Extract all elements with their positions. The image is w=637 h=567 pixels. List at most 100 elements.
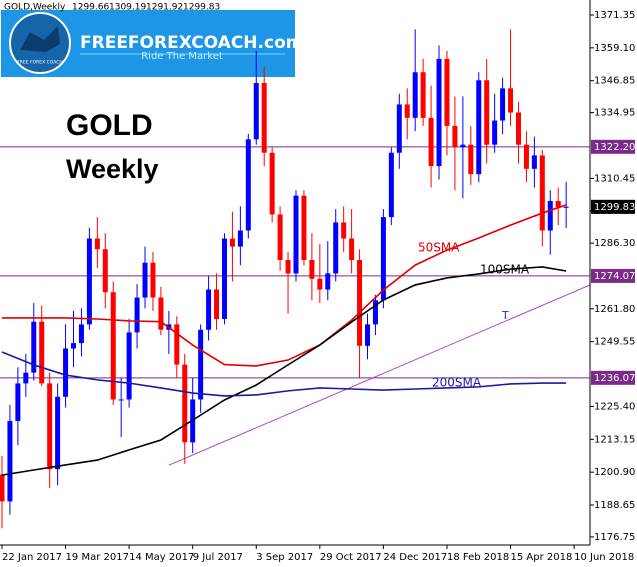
candle-body (221, 238, 227, 320)
header-high: 1309.19 (109, 3, 146, 13)
candle-body (508, 88, 514, 113)
candle-body (468, 144, 474, 175)
candle-body (94, 238, 100, 250)
x-tick-label: 18 Feb 2018 (447, 552, 509, 563)
y-tick-label: 1225.40 (594, 401, 635, 412)
header-close: 1299.83 (183, 3, 220, 13)
candle-body (484, 80, 490, 145)
candle-body (31, 321, 37, 373)
candle-body (333, 222, 339, 274)
candle-body (531, 155, 537, 169)
candle-body (404, 104, 410, 118)
level-price-label: 1322.20 (594, 142, 635, 153)
candle-body (500, 88, 506, 121)
sma-label: 100SMA (480, 263, 530, 277)
candle-body (523, 144, 529, 169)
logo: FREE FOREX COACH FREEFOREXCOACH.com Ride… (1, 10, 303, 77)
candle-body (412, 72, 418, 118)
candle-body (126, 332, 132, 400)
candle-body (349, 238, 355, 261)
logo-badge: FREE FOREX COACH (17, 60, 63, 66)
y-tick-label: 1286.30 (594, 238, 635, 249)
candle-body (134, 297, 140, 333)
y-tick-label: 1176.75 (594, 532, 635, 543)
candle-body (563, 206, 569, 208)
x-tick-label: 15 Apr 2018 (511, 552, 573, 563)
y-tick-label: 1213.15 (594, 434, 635, 445)
x-tick-label: 19 Mar 2017 (66, 552, 129, 563)
candle-body (158, 297, 164, 330)
sma-label: 50SMA (418, 241, 460, 255)
candle-body (253, 82, 259, 140)
sma-line (1, 266, 567, 476)
x-tick-label: 10 Jun 2018 (574, 552, 634, 563)
candle-body (214, 289, 220, 320)
sma-line (1, 351, 567, 397)
candle-body (365, 324, 371, 346)
candle-body (71, 343, 77, 349)
candle-body (380, 217, 386, 301)
current-price-label: 1299.83 (594, 202, 635, 213)
chart-title: GOLD (66, 109, 153, 142)
logo-slogan: Ride The Market (141, 51, 223, 62)
y-tick-label: 1359.10 (594, 43, 635, 54)
candle-body (428, 117, 434, 167)
candle-body (237, 230, 243, 247)
x-tick-label: 29 Oct 2017 (320, 552, 382, 563)
candle-body (317, 278, 323, 290)
sma-line (1, 204, 567, 367)
y-tick-label: 1346.85 (594, 76, 635, 87)
candle-body (102, 249, 108, 293)
candle-body (229, 238, 235, 247)
candle-body (245, 139, 251, 231)
candle-body (55, 396, 61, 470)
header-symbol: GOLD,Weekly (4, 3, 66, 13)
candle-body (39, 321, 45, 384)
level-price-box (591, 370, 635, 385)
y-tick-label: 1334.95 (594, 108, 635, 119)
candle-body (420, 72, 426, 118)
level-price-box (591, 268, 635, 283)
candle-body (0, 474, 5, 502)
candle-body (341, 222, 347, 239)
candle-body (293, 195, 299, 274)
candle-body (460, 144, 466, 148)
candle-body (23, 372, 29, 384)
candle-body (372, 300, 378, 325)
chart-subtitle: Weekly (66, 154, 159, 184)
level-price-label: 1236.07 (594, 373, 635, 384)
candle-body (269, 152, 275, 215)
y-tick-label: 1371.35 (594, 10, 635, 21)
candle-body (301, 195, 307, 261)
x-tick-label: 3 Sep 2017 (256, 552, 313, 563)
y-tick-label: 1188.65 (594, 500, 635, 511)
candle-body (261, 82, 267, 153)
y-tick-label: 1261.80 (594, 304, 635, 315)
candle-body (555, 200, 561, 208)
y-tick-label: 1310.45 (594, 173, 635, 184)
x-tick-label: 9 Jul 2017 (193, 552, 243, 563)
candle-body (7, 420, 13, 502)
candle-body (285, 260, 291, 274)
candle-body (309, 260, 315, 279)
candle-body (492, 120, 498, 145)
candle-body (325, 273, 331, 290)
header-open: 1299.66 (72, 3, 109, 13)
level-price-box (591, 139, 635, 154)
current-price-box (591, 199, 635, 214)
candle-body (476, 80, 482, 175)
candle-body (444, 58, 450, 126)
x-tick-label: 14 May 2017 (129, 552, 194, 563)
candle-body (110, 292, 116, 400)
x-tick-label: 24 Dec 2017 (383, 552, 447, 563)
logo-text: FREEFOREXCOACH.com (80, 33, 303, 53)
trendline-label: T (501, 309, 509, 322)
candle-body (547, 200, 553, 231)
candle-body (277, 214, 283, 261)
candle-body (388, 152, 394, 218)
trendline (168, 284, 590, 466)
candle-body (436, 58, 442, 167)
x-tick-label: 22 Jan 2017 (2, 552, 62, 563)
candle-body (78, 324, 84, 344)
candle-body (206, 289, 212, 330)
